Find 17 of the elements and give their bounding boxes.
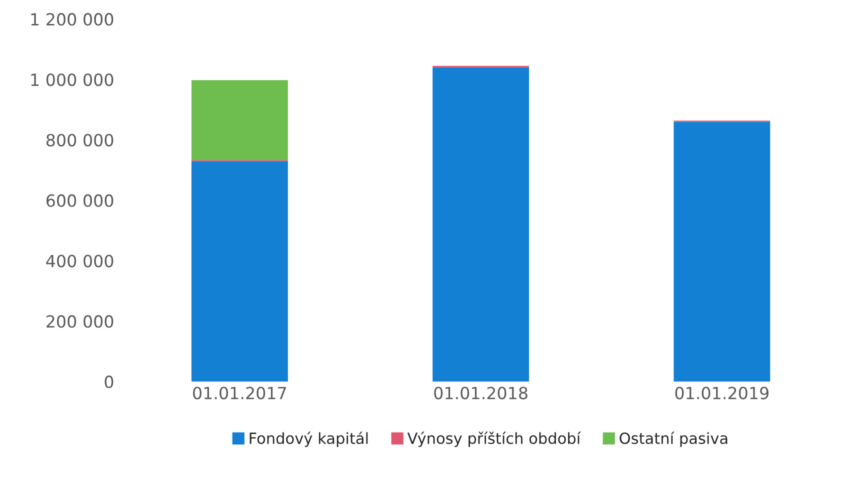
bar [674, 122, 770, 382]
y-tick-label: 0 [104, 376, 114, 388]
legend-label: Fondový kapitál [250, 432, 368, 447]
bar [191, 80, 288, 160]
legend-label: Výnosy příštích období [407, 432, 582, 447]
legend-label: Ostatní pasiva [620, 432, 728, 447]
bar [191, 161, 288, 382]
y-tick-label: 800 000 [46, 134, 114, 146]
y-tick-label: 1 000 000 [31, 73, 114, 86]
bar [432, 67, 530, 382]
x-tick-label: 01.01.2017 [193, 386, 286, 400]
y-tick-label: 200 000 [46, 315, 114, 328]
x-tick-label: 01.01.2019 [675, 386, 768, 400]
y-tick-label: 1 200 000 [31, 13, 114, 26]
x-tick-label: 01.01.2018 [434, 386, 528, 400]
y-tick-label: 600 000 [46, 194, 114, 207]
y-tick-label: 400 000 [46, 254, 114, 268]
